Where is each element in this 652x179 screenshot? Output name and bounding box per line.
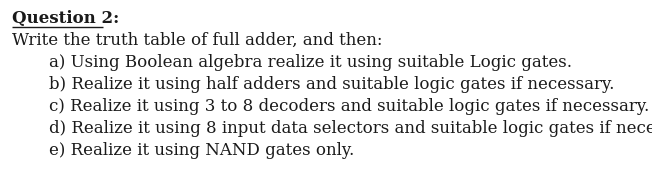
Text: Question 2:: Question 2: — [12, 10, 119, 27]
Text: a) Using Boolean algebra realize it using suitable Logic gates.: a) Using Boolean algebra realize it usin… — [49, 54, 572, 71]
Text: Write the truth table of full adder, and then:: Write the truth table of full adder, and… — [12, 32, 382, 49]
Text: c) Realize it using 3 to 8 decoders and suitable logic gates if necessary.: c) Realize it using 3 to 8 decoders and … — [49, 98, 649, 115]
Text: b) Realize it using half adders and suitable logic gates if necessary.: b) Realize it using half adders and suit… — [49, 76, 614, 93]
Text: d) Realize it using 8 input data selectors and suitable logic gates if necessary: d) Realize it using 8 input data selecto… — [49, 120, 652, 137]
Text: e) Realize it using NAND gates only.: e) Realize it using NAND gates only. — [49, 142, 354, 159]
